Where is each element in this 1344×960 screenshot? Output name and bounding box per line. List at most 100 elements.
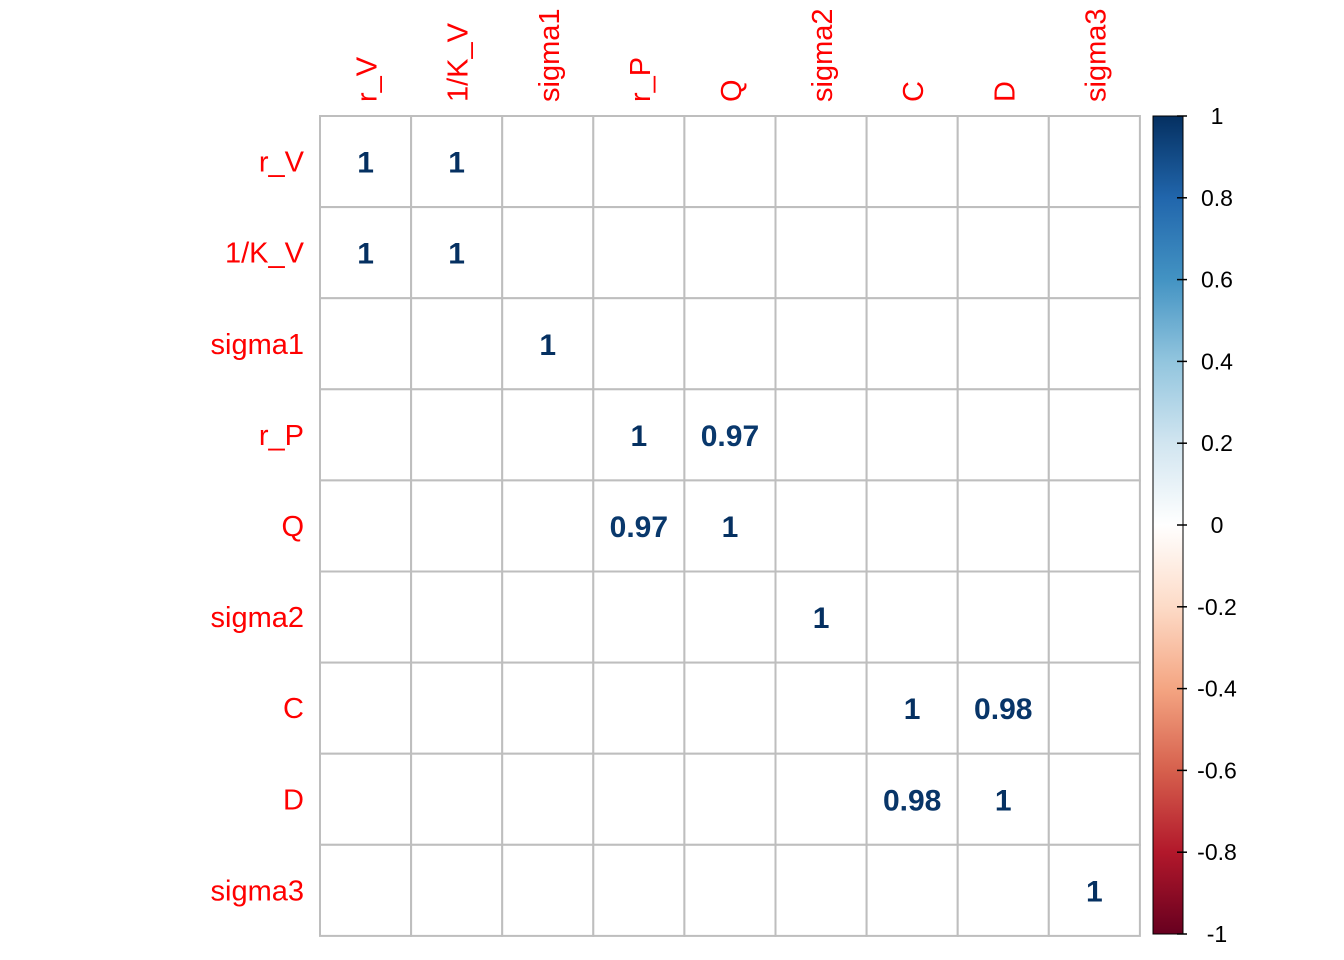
cell-value-label: 0 [995, 602, 1012, 635]
cell-value-label: 0 [448, 511, 465, 544]
heatmap-cell [319, 752, 413, 846]
cell-value-label: 0 [722, 875, 739, 908]
heatmap-cell [319, 206, 413, 300]
cell-value-label: 1 [448, 238, 465, 271]
color-legend-ticks: 1 0.8 0.6 0.4 0.2 0 -0.2 -0.4 -0.6 -0.8 -1 [1177, 103, 1237, 947]
heatmap-cell [501, 570, 595, 664]
row-label: C [283, 693, 304, 725]
cell-value-label: 1 [722, 511, 739, 544]
cell-value-label: 0 [904, 875, 921, 908]
heatmap-cell [774, 752, 868, 846]
cell-value-label: 0 [995, 329, 1012, 362]
heatmap-cell [592, 297, 686, 391]
heatmap-cell [1047, 206, 1141, 300]
heatmap-cell [592, 388, 686, 482]
cell-value-label: 1 [539, 329, 556, 362]
cell-value-label: 0 [904, 420, 921, 453]
cell-value-label: 1 [995, 784, 1012, 817]
cell-value-label: 0 [357, 329, 374, 362]
cell-value-label: 0 [813, 511, 830, 544]
cell-value-label: 1 [357, 238, 374, 271]
cell-value-label: 0 [1086, 784, 1103, 817]
color-legend-tick-label: -0.6 [1197, 757, 1237, 783]
cell-value-label: 0 [995, 875, 1012, 908]
color-legend-tick-label: 0.2 [1201, 430, 1233, 456]
cell-value-label: 1 [448, 147, 465, 180]
heatmap-cell [410, 843, 504, 937]
row-label: 1/K_V [225, 238, 305, 270]
heatmap-cell [865, 752, 959, 846]
heatmap-cell [501, 479, 595, 573]
heatmap-cell [1047, 570, 1141, 664]
cell-value-label: 0 [1086, 238, 1103, 271]
row-label: sigma1 [211, 329, 305, 361]
cell-value-label: 0 [904, 329, 921, 362]
row-label: r_V [259, 147, 305, 179]
color-legend-tick-label: 0.8 [1201, 185, 1233, 211]
heatmap-cell [683, 297, 777, 391]
heatmap-cell [683, 570, 777, 664]
color-legend-tick-label: -1 [1207, 921, 1227, 947]
color-legend-tick-label: 0 [1211, 512, 1224, 538]
column-label: C [898, 81, 930, 102]
cell-value-label: 0 [904, 602, 921, 635]
color-legend-tick-label: -0.4 [1197, 676, 1237, 702]
cell-value-label: 0.97 [610, 511, 668, 544]
cell-value-label: 1 [904, 693, 921, 726]
cell-value-label: 0 [539, 238, 556, 271]
column-label: Q [716, 79, 748, 102]
column-label: r_V [352, 56, 384, 102]
heatmap-cell [319, 115, 413, 209]
heatmap-cell [683, 843, 777, 937]
cell-value-label: 0 [995, 238, 1012, 271]
cell-value-label: 0 [813, 420, 830, 453]
cell-value-label: 0 [722, 238, 739, 271]
heatmap-cell [319, 570, 413, 664]
row-label: Q [281, 511, 304, 543]
cell-value-label: 0 [448, 784, 465, 817]
cell-value-label: 0 [357, 602, 374, 635]
cell-value-label: 0 [448, 875, 465, 908]
heatmap-cell [1047, 388, 1141, 482]
cell-value-label: 0.97 [701, 420, 759, 453]
heatmap-cell [956, 206, 1050, 300]
cell-value-label: 0 [904, 238, 921, 271]
heatmap-cell [592, 479, 686, 573]
cell-value-label: 0 [539, 875, 556, 908]
cell-value-label: 0 [357, 875, 374, 908]
heatmap-cell [1047, 843, 1141, 937]
cell-value-label: 0 [813, 875, 830, 908]
color-legend: 1 0.8 0.6 0.4 0.2 0 -0.2 -0.4 -0.6 -0.8 -1 [1152, 103, 1237, 947]
row-label: sigma2 [211, 602, 305, 634]
color-legend-tick-label: -0.8 [1197, 839, 1237, 865]
heatmap-cell [774, 115, 868, 209]
heatmap-cell [319, 661, 413, 755]
heatmap-cell [683, 206, 777, 300]
cell-value-label: 0.98 [883, 784, 941, 817]
color-legend-tick-label: -0.2 [1197, 594, 1237, 620]
cell-value-label: 0 [813, 238, 830, 271]
heatmap-cell [501, 843, 595, 937]
heatmap-cell [410, 661, 504, 755]
heatmap-cell [1047, 479, 1141, 573]
cell-value-label: 0 [813, 693, 830, 726]
cell-value-label: 0 [357, 511, 374, 544]
cell-value-label: 0 [995, 420, 1012, 453]
cell-value-label: 0 [813, 147, 830, 180]
heatmap-cell [501, 206, 595, 300]
cell-value-label: 1 [1086, 875, 1103, 908]
heatmap-cell [774, 570, 868, 664]
heatmap-cell [956, 570, 1050, 664]
cell-value-label: 0 [722, 329, 739, 362]
heatmap-cell [410, 570, 504, 664]
heatmap-cell [319, 388, 413, 482]
row-label: sigma3 [211, 875, 305, 907]
heatmap-cell [501, 752, 595, 846]
heatmap-cell [865, 206, 959, 300]
cell-value-label: 0 [539, 602, 556, 635]
cell-value-label: 0 [1086, 602, 1103, 635]
heatmap-cell [592, 752, 686, 846]
cell-value-label: 0 [722, 147, 739, 180]
cell-value-label: 0 [904, 511, 921, 544]
column-label: sigma3 [1080, 9, 1112, 103]
